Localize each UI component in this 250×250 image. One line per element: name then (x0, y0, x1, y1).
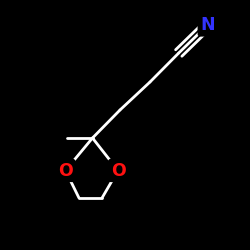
Text: O: O (58, 162, 73, 180)
Text: O: O (110, 162, 126, 180)
Text: N: N (200, 16, 215, 34)
